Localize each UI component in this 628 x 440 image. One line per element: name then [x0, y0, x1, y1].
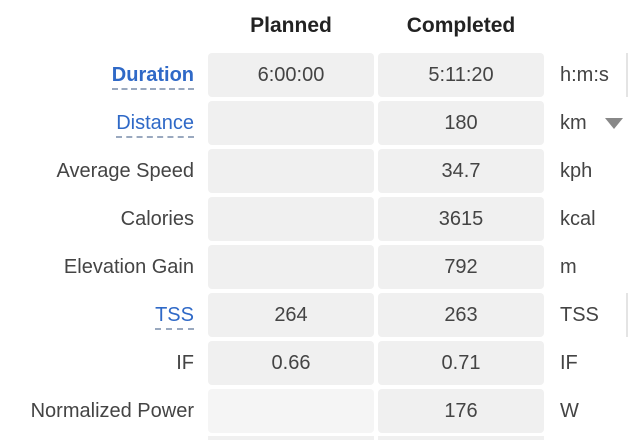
normalized-power-unit: W [560, 400, 579, 422]
if-completed-input[interactable]: 0.71 [378, 341, 544, 385]
tss-planned-input[interactable]: 264 [208, 293, 374, 337]
elevation-gain-unit: m [560, 256, 577, 278]
tss-label-link[interactable]: TSS [155, 293, 194, 337]
if-planned-input[interactable]: 0.66 [208, 341, 374, 385]
average-speed-planned-input[interactable] [208, 149, 374, 193]
completed-column-header: Completed [406, 14, 516, 37]
metric-row-calories: Calories 3615 kcal [0, 197, 628, 241]
metric-row-normalized-power: Normalized Power 176 W [0, 389, 628, 433]
metric-row-tss: TSS 264 263 TSS [0, 293, 628, 337]
normalized-power-label: Normalized Power [30, 400, 194, 422]
edge-divider [626, 293, 628, 337]
tss-unit: TSS [560, 304, 599, 326]
duration-label-link[interactable]: Duration [111, 53, 194, 97]
elevation-gain-label: Elevation Gain [63, 256, 194, 278]
if-unit: IF [560, 352, 578, 374]
normalized-power-planned-input[interactable] [208, 389, 374, 433]
edge-divider [626, 53, 628, 97]
next-row-cell-edge [208, 436, 374, 440]
elevation-gain-completed-input[interactable]: 792 [378, 245, 544, 289]
distance-label-link[interactable]: Distance [116, 101, 194, 145]
duration-completed-input[interactable]: 5:11:20 [378, 53, 544, 97]
if-label: IF [176, 352, 194, 374]
average-speed-completed-input[interactable]: 34.7 [378, 149, 544, 193]
planned-column-header: Planned [250, 14, 332, 37]
metric-row-if: IF 0.66 0.71 IF [0, 341, 628, 385]
calories-unit: kcal [560, 208, 596, 230]
metric-row-distance: Distance 180 km [0, 101, 628, 145]
caret-down-icon[interactable] [605, 118, 623, 129]
calories-label: Calories [120, 208, 194, 230]
duration-planned-input[interactable]: 6:00:00 [208, 53, 374, 97]
distance-completed-input[interactable]: 180 [378, 101, 544, 145]
calories-planned-input[interactable] [208, 197, 374, 241]
tss-completed-input[interactable]: 263 [378, 293, 544, 337]
next-row-cell-edge [378, 436, 544, 440]
average-speed-label: Average Speed [56, 160, 194, 182]
distance-planned-input[interactable] [208, 101, 374, 145]
normalized-power-completed-input[interactable]: 176 [378, 389, 544, 433]
metric-row-duration: Duration 6:00:00 5:11:20 h:m:s [0, 53, 628, 97]
calories-completed-input[interactable]: 3615 [378, 197, 544, 241]
metric-row-average-speed: Average Speed 34.7 kph [0, 149, 628, 193]
distance-unit-select[interactable]: km [560, 112, 587, 134]
elevation-gain-planned-input[interactable] [208, 245, 374, 289]
average-speed-unit: kph [560, 160, 593, 182]
duration-unit: h:m:s [560, 64, 609, 86]
metric-row-elevation-gain: Elevation Gain 792 m [0, 245, 628, 289]
